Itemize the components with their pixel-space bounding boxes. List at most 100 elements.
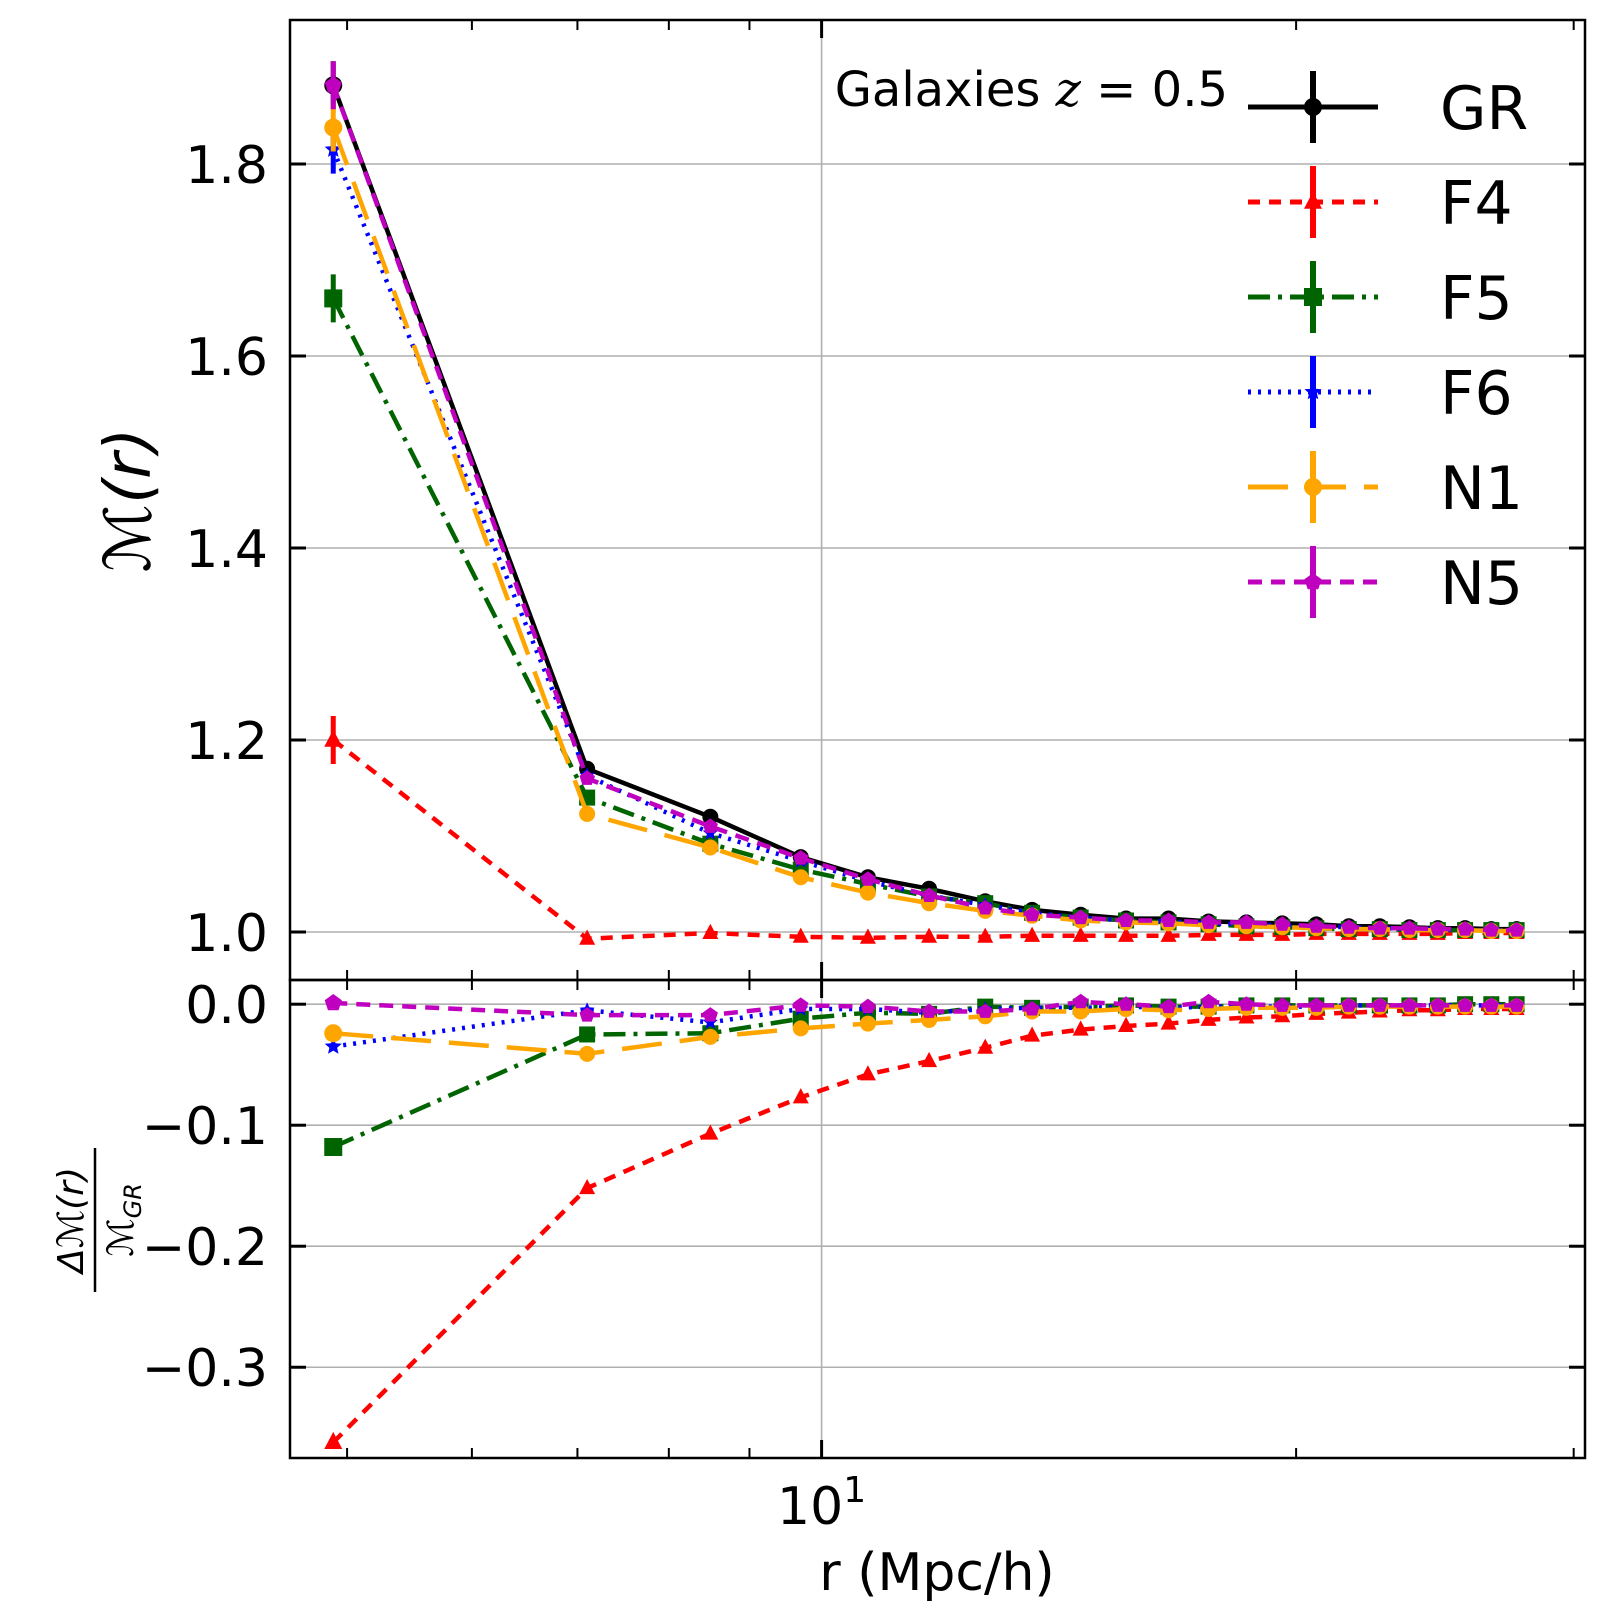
legend-label-n5: N5 [1440, 549, 1523, 619]
bottom-point-n5 [1118, 996, 1134, 1011]
bottom-ytick-label: −0.3 [142, 1339, 268, 1399]
bottom-point-n5 [977, 1003, 993, 1018]
bottom-series-line-n1 [333, 1004, 1517, 1057]
bottom-point-f6 [702, 1014, 718, 1029]
bottom-point-n1 [792, 1020, 809, 1037]
bottom-point-n5 [1401, 997, 1417, 1012]
xtick-label: 101 [777, 1470, 866, 1537]
bottom-y-axis-label: Δℳ(r) ℳGR [51, 1148, 147, 1292]
bottom-point-n1 [859, 1015, 876, 1032]
top-point-n5 [1160, 912, 1177, 927]
bottom-point-n5 [921, 1003, 937, 1018]
top-point-n1 [324, 118, 343, 137]
legend-marker-gr [1304, 98, 1322, 116]
bottom-ytick-label: 0.0 [185, 976, 268, 1036]
top-point-gr [702, 808, 719, 825]
top-series-line-f6 [331, 148, 1517, 933]
top-point-f4 [977, 927, 994, 943]
top-ytick-label: 1.2 [185, 712, 268, 772]
bottom-point-f4 [1160, 1014, 1177, 1030]
xtick-label-base: 10 [777, 1477, 843, 1537]
top-ytick-label: 1.4 [185, 520, 268, 580]
bottom-panel-frame [288, 978, 1587, 1460]
panel-annotation: Galaxies z = 0.5 [835, 62, 1228, 118]
top-point-n1 [859, 884, 876, 901]
bottom-point-f4 [1238, 1008, 1255, 1024]
legend-marker-f5 [1304, 288, 1322, 306]
bottom-y-label-numerator: Δℳ(r) [51, 1167, 92, 1276]
legend-marker-f4 [1304, 191, 1322, 209]
bottom-series-line-f4 [331, 1006, 1517, 1444]
legend: GR F4 F5 F6 N1 N5 [1248, 71, 1528, 619]
bottom-ytick-label: −0.2 [142, 1218, 268, 1278]
bottom-point-n5 [860, 998, 876, 1014]
top-ytick-label: 1.8 [185, 136, 268, 196]
top-point-f4 [921, 927, 938, 943]
top-series-line-gr [331, 84, 1517, 932]
bottom-point-n5 [1024, 1001, 1040, 1016]
top-point-f5 [324, 289, 343, 308]
bottom-point-f4 [1024, 1026, 1041, 1042]
top-series-line-n1 [331, 126, 1517, 934]
top-point-n1 [579, 805, 596, 822]
bottom-point-f4 [921, 1051, 938, 1068]
bottom-panel-grid [290, 980, 1585, 1458]
bottom-point-f4 [324, 1431, 343, 1450]
top-point-n5 [1308, 918, 1324, 933]
top-point-n5 [1274, 916, 1290, 931]
bottom-point-n5 [579, 1007, 595, 1022]
bottom-point-n5 [1073, 993, 1089, 1009]
top-point-f4 [792, 927, 809, 943]
xtick-label-exponent: 1 [843, 1470, 866, 1511]
bottom-point-n1 [579, 1045, 596, 1062]
top-point-f4 [1072, 926, 1089, 942]
top-point-n5 [1341, 919, 1357, 934]
bottom-point-f4 [702, 1124, 719, 1140]
legend-label-f6: F6 [1440, 359, 1513, 429]
top-point-n5 [860, 871, 876, 886]
bottom-point-n5 [1160, 998, 1177, 1014]
bottom-point-f5 [324, 1137, 343, 1156]
bottom-y-label-denominator: ℳGR [101, 1183, 147, 1257]
top-point-f4 [579, 929, 596, 945]
top-point-n5 [1238, 914, 1254, 929]
top-point-n5 [579, 770, 595, 785]
top-point-n5 [702, 818, 718, 833]
top-point-n5 [1201, 914, 1217, 929]
bottom-point-f4 [1200, 1010, 1217, 1026]
top-point-n5 [1401, 920, 1417, 935]
bottom-point-n5 [324, 994, 342, 1011]
bottom-point-n1 [324, 1024, 343, 1043]
bottom-ytick-label: −0.1 [142, 1097, 268, 1157]
top-point-n1 [792, 869, 809, 886]
top-point-f4 [702, 923, 719, 939]
bottom-point-f6 [324, 1037, 342, 1054]
annotation-value: = 0.5 [1081, 62, 1228, 118]
bottom-point-f4 [792, 1088, 809, 1104]
bottom-point-n5 [1430, 997, 1446, 1012]
bottom-point-f4 [977, 1038, 994, 1054]
bottom-point-n5 [702, 1007, 718, 1022]
bottom-point-n5 [1238, 996, 1254, 1011]
bottom-series-line-n5 [333, 999, 1517, 1018]
legend-marker-n5 [1304, 573, 1322, 590]
legend-marker-f6 [1304, 383, 1322, 400]
top-ytick-label: 1.6 [185, 328, 268, 388]
bottom-point-f5 [579, 1026, 596, 1043]
top-point-n5 [921, 887, 937, 902]
legend-label-f5: F5 [1440, 264, 1513, 334]
top-ytick-label: 1.0 [185, 904, 268, 964]
top-point-n5 [324, 76, 342, 93]
top-panel-series [324, 61, 1525, 945]
bottom-point-n5 [1483, 997, 1499, 1012]
top-panel-ticks: 1.0 1.2 1.4 1.6 1.8 [185, 20, 1585, 980]
bottom-point-f4 [1072, 1020, 1089, 1036]
bottom-point-f4 [579, 1178, 596, 1195]
top-point-n5 [1509, 922, 1525, 937]
bottom-y-label-denominator-sub: GR [119, 1183, 147, 1218]
top-point-f4 [1160, 926, 1177, 942]
top-point-f4 [324, 729, 343, 747]
annotation-prefix: Galaxies [835, 62, 1056, 118]
top-point-n5 [977, 900, 993, 915]
bottom-point-n5 [1308, 997, 1324, 1012]
